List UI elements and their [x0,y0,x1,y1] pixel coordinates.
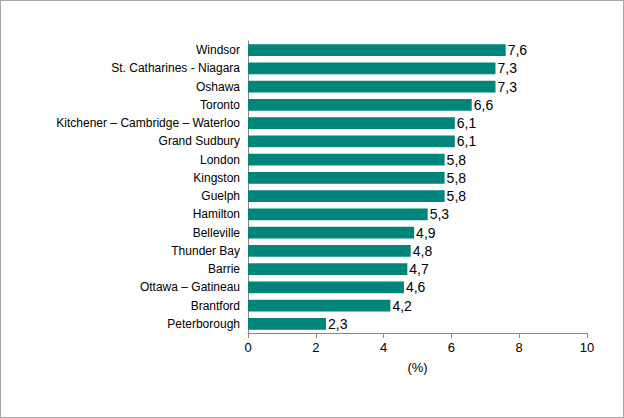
svg-text:Barrie: Barrie [208,262,240,276]
svg-text:5,3: 5,3 [430,206,450,222]
svg-text:4,2: 4,2 [392,298,412,314]
svg-text:6: 6 [448,340,455,355]
svg-text:Windsor: Windsor [196,43,240,57]
svg-text:Kitchener – Cambridge – Waterl: Kitchener – Cambridge – Waterloo [56,116,240,130]
svg-text:Ottawa – Gatineau: Ottawa – Gatineau [140,280,240,294]
svg-text:Peterborough: Peterborough [167,317,240,331]
svg-text:7,6: 7,6 [508,42,528,58]
svg-text:4: 4 [380,340,387,355]
svg-text:8: 8 [516,340,523,355]
svg-text:Guelph: Guelph [201,189,240,203]
svg-text:4,7: 4,7 [409,261,429,277]
svg-text:Oshawa: Oshawa [196,80,240,94]
svg-text:(%): (%) [407,360,427,375]
svg-text:6,6: 6,6 [474,97,494,113]
svg-text:Toronto: Toronto [200,98,240,112]
svg-text:6,1: 6,1 [457,115,477,131]
svg-text:7,3: 7,3 [497,79,517,95]
svg-text:Thunder Bay: Thunder Bay [171,244,240,258]
svg-text:7,3: 7,3 [497,60,517,76]
svg-text:6,1: 6,1 [457,133,477,149]
svg-text:5,8: 5,8 [447,188,467,204]
svg-text:2,3: 2,3 [328,316,348,332]
svg-text:10: 10 [580,340,594,355]
svg-text:5,8: 5,8 [447,152,467,168]
svg-text:2: 2 [312,340,319,355]
svg-text:4,6: 4,6 [406,279,426,295]
svg-text:St. Catharines - Niagara: St. Catharines - Niagara [111,61,240,75]
svg-text:Hamilton: Hamilton [193,207,240,221]
svg-text:Kingston: Kingston [193,171,240,185]
svg-text:4,9: 4,9 [416,225,436,241]
svg-text:London: London [200,153,240,167]
svg-text:4,8: 4,8 [413,243,433,259]
svg-text:Belleville: Belleville [193,226,241,240]
svg-text:Grand Sudbury: Grand Sudbury [159,134,240,148]
svg-text:5,8: 5,8 [447,170,467,186]
svg-text:0: 0 [244,340,251,355]
svg-text:Brantford: Brantford [191,299,240,313]
